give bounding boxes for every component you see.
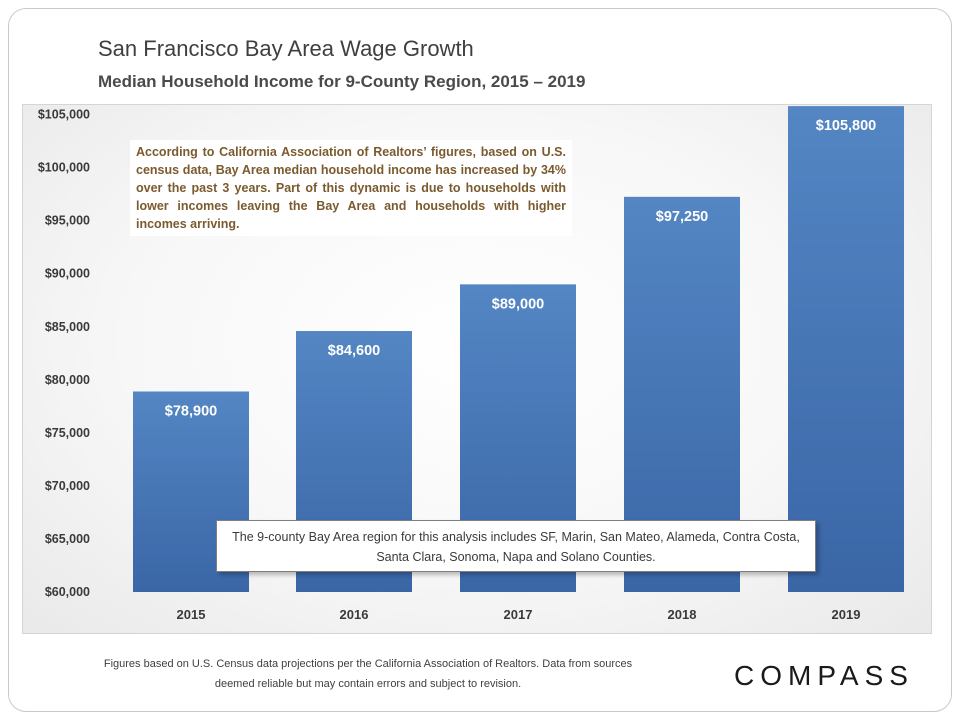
x-tick-label: 2018: [668, 607, 697, 622]
footnote: Figures based on U.S. Census data projec…: [103, 658, 633, 690]
y-tick-label: $60,000: [45, 585, 90, 599]
x-tick-label: 2015: [177, 607, 206, 622]
compass-logo: COMPASS: [734, 660, 914, 691]
y-tick-label: $65,000: [45, 532, 90, 546]
y-tick-label: $105,000: [38, 108, 90, 122]
page-title: San Francisco Bay Area Wage Growth: [98, 36, 474, 61]
page-subtitle: Median Household Income for 9-County Reg…: [98, 72, 586, 91]
annotation-callout-top: According to California Association of R…: [130, 140, 572, 236]
x-tick-label: 2017: [504, 607, 533, 622]
x-tick-label: 2016: [340, 607, 369, 622]
y-tick-label: $85,000: [45, 320, 90, 334]
bar-2019: [788, 106, 904, 593]
y-tick-label: $95,000: [45, 214, 90, 228]
x-axis: 2015 2016 2017 2018 2019: [177, 607, 861, 622]
y-tick-label: $80,000: [45, 373, 90, 387]
data-label-2019: $105,800: [816, 118, 876, 134]
y-tick-label: $75,000: [45, 426, 90, 440]
data-label-2015: $78,900: [165, 403, 217, 419]
y-tick-label: $90,000: [45, 267, 90, 281]
data-label-2017: $89,000: [492, 296, 544, 312]
data-label-2018: $97,250: [656, 209, 708, 225]
x-tick-label: 2019: [832, 607, 861, 622]
data-label-2016: $84,600: [328, 343, 380, 359]
annotation-callout-counties: The 9-county Bay Area region for this an…: [216, 520, 816, 572]
y-tick-label: $70,000: [45, 479, 90, 493]
y-tick-label: $100,000: [38, 161, 90, 175]
y-axis: $60,000 $65,000 $70,000 $75,000 $80,000 $85,0…: [38, 108, 90, 599]
